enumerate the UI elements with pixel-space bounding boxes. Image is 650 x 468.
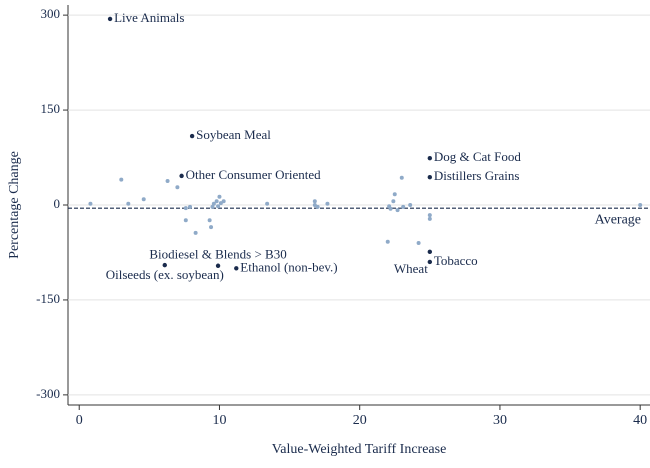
point (215, 263, 221, 268)
point (427, 259, 433, 265)
point (265, 201, 270, 206)
point-label: Dog & Cat Food (434, 149, 522, 164)
point-label: Tobacco (434, 253, 478, 268)
point-label: Distillers Grains (434, 168, 520, 183)
point (210, 204, 215, 209)
point (315, 204, 320, 209)
point (165, 178, 170, 183)
point (221, 199, 226, 204)
point (183, 218, 188, 223)
point-label: Oilseeds (ex. soybean) (106, 267, 224, 282)
point (107, 16, 113, 22)
point-label: Ethanol (non-bev.) (240, 259, 337, 274)
point-label: Biodiesel & Blends > B30 (149, 247, 286, 262)
point (126, 201, 131, 206)
point-label: Live Animals (114, 10, 184, 25)
point-label: Soybean Meal (196, 127, 271, 142)
point (395, 208, 400, 213)
x-tick-label: 20 (353, 413, 367, 428)
point (427, 213, 432, 218)
point (391, 199, 396, 204)
point-label: Wheat (394, 261, 428, 276)
point (217, 194, 222, 199)
point (427, 174, 433, 180)
y-tick-label: 150 (41, 101, 61, 116)
point (216, 204, 221, 209)
point (141, 197, 146, 202)
point (399, 175, 404, 180)
point (218, 201, 223, 206)
point (416, 240, 421, 245)
point (401, 204, 406, 209)
point (209, 225, 214, 230)
point (162, 262, 167, 268)
point (408, 203, 413, 207)
x-tick-label: 10 (212, 413, 226, 428)
point (388, 206, 393, 211)
y-tick-label: -300 (36, 386, 60, 401)
point (427, 155, 433, 161)
y-tick-label: -150 (36, 291, 60, 306)
point (325, 201, 330, 206)
point (427, 249, 433, 255)
point (175, 185, 180, 190)
point (385, 239, 390, 244)
point-label: Other Consumer Oriented (186, 167, 322, 182)
point (88, 201, 93, 206)
point (179, 173, 184, 179)
x-tick-label: 0 (76, 413, 83, 428)
point (312, 199, 317, 204)
point (312, 203, 317, 207)
point (183, 206, 188, 211)
point (392, 192, 397, 197)
x-axis-title: Value-Weighted Tariff Increase (272, 442, 447, 457)
point (427, 216, 432, 221)
point (234, 266, 239, 271)
average-label: Average (595, 212, 641, 227)
y-axis-title: Percentage Change (7, 151, 22, 259)
point (189, 133, 195, 139)
point (193, 230, 198, 235)
point (188, 204, 193, 209)
point (214, 199, 219, 204)
x-tick-label: 30 (493, 413, 507, 428)
point (211, 201, 216, 206)
y-tick-label: 300 (41, 6, 61, 21)
point (638, 203, 643, 207)
x-tick-label: 40 (633, 413, 647, 428)
y-tick-label: 0 (54, 196, 61, 211)
point (119, 177, 124, 182)
point (207, 218, 212, 223)
